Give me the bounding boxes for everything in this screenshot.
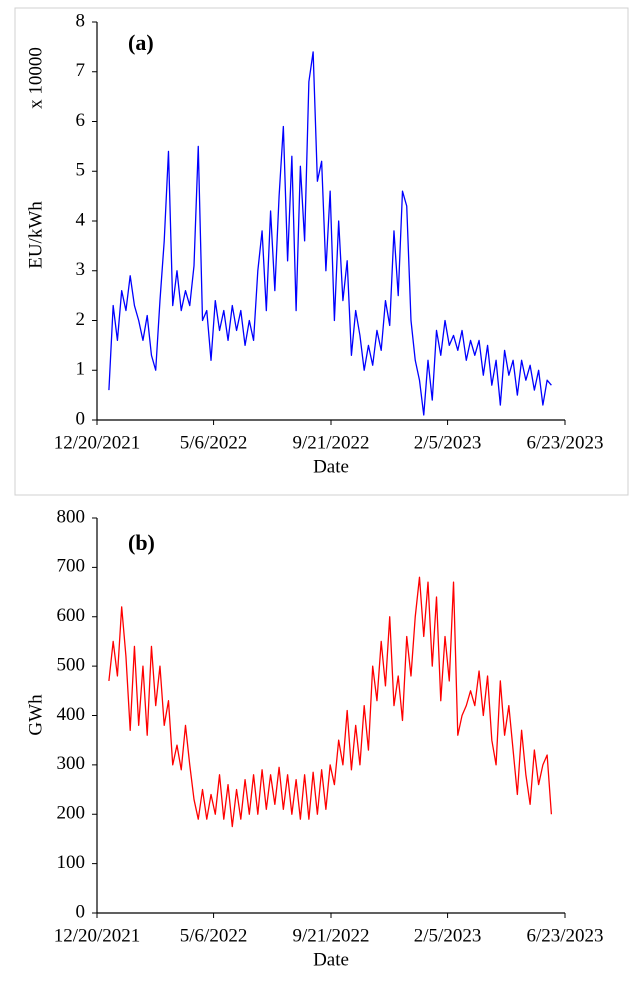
x-tick-label: 2/5/2023 <box>414 432 482 453</box>
y-tick-label: 8 <box>76 10 86 31</box>
y-tick-label: 6 <box>76 110 86 131</box>
y-tick-label: 3 <box>76 259 86 280</box>
y-tick-label: 2 <box>76 309 86 330</box>
y-axis-label: EU/kWh <box>25 201 46 269</box>
y-tick-label: 400 <box>57 704 86 725</box>
data-line <box>108 51 552 416</box>
panel-label: (a) <box>128 30 154 55</box>
y-axis-multiplier: x 10000 <box>25 47 46 109</box>
y-tick-label: 1 <box>76 359 86 380</box>
y-tick-label: 300 <box>57 753 86 774</box>
x-tick-label: 5/6/2022 <box>180 432 248 453</box>
y-tick-label: 200 <box>57 803 86 824</box>
x-tick-label: 5/6/2022 <box>180 925 248 946</box>
panel-frame <box>14 7 629 496</box>
data-line <box>108 576 553 828</box>
y-tick-label: 500 <box>57 654 86 675</box>
x-tick-label: 9/21/2022 <box>292 432 369 453</box>
x-axis-label: Date <box>313 456 349 477</box>
y-tick-label: 4 <box>76 209 86 230</box>
y-tick-label: 7 <box>76 60 86 81</box>
x-axis-label: Date <box>313 949 349 970</box>
y-tick-label: 800 <box>57 506 86 527</box>
x-tick-label: 6/23/2023 <box>526 432 603 453</box>
panel-label: (b) <box>128 530 155 555</box>
y-tick-label: 100 <box>57 852 86 873</box>
y-tick-label: 5 <box>76 160 86 181</box>
x-tick-label: 2/5/2023 <box>414 925 482 946</box>
x-tick-label: 6/23/2023 <box>526 925 603 946</box>
x-tick-label: 9/21/2022 <box>292 925 369 946</box>
y-axis-label: GWh <box>25 694 46 736</box>
y-tick-label: 0 <box>76 901 86 922</box>
x-tick-label: 12/20/2021 <box>54 432 141 453</box>
y-tick-label: 700 <box>57 556 86 577</box>
x-tick-label: 12/20/2021 <box>54 925 141 946</box>
y-tick-label: 600 <box>57 605 86 626</box>
y-tick-label: 0 <box>76 408 86 429</box>
